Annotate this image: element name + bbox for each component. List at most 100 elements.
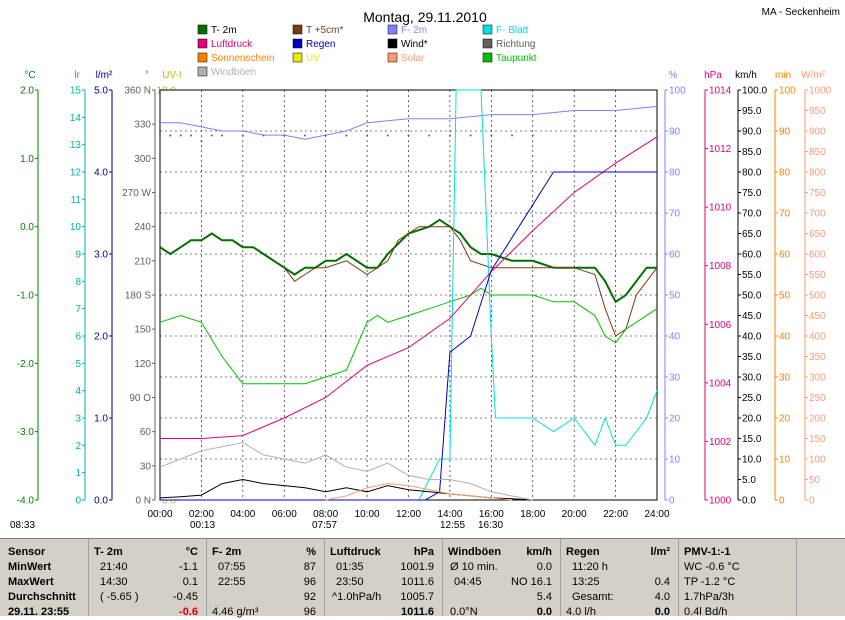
- series-richtung-point: [490, 134, 493, 137]
- stats-luftdruck-max: 23:50 1011.6: [324, 575, 442, 590]
- right-axis-tick-label: 40: [669, 332, 681, 343]
- series-t-5cm--line: [283, 226, 658, 337]
- right-axis-tick-label: 80: [669, 168, 681, 179]
- right-axis-tick-label: 800: [809, 168, 826, 179]
- left-axis-tick-label: 60: [140, 427, 152, 438]
- stats-t2m-max: 14:30 0.1: [88, 575, 206, 590]
- series-richtung-point: [283, 134, 286, 137]
- stats-label-min: MinWert: [8, 561, 52, 573]
- right-axes: %1009080706050403020100hPa10141012101010…: [664, 70, 832, 507]
- stats-sensor-header: Sensor: [8, 546, 46, 558]
- stats-pmv-trend: 1.7hPa/3h: [684, 591, 735, 603]
- right-axis-tick-label: 5.0: [742, 475, 756, 486]
- left-axis-tick-label: 0.0: [20, 222, 34, 233]
- chart-title: Montag, 29.11.2010: [363, 9, 487, 25]
- right-axis-tick-label: 1000: [709, 496, 732, 507]
- left-axis-tick-label: 1.0: [20, 154, 34, 165]
- time-marker-label: 12:55: [440, 520, 465, 531]
- left-axis-tick-label: 240: [134, 222, 151, 233]
- x-tick-label: 10:00: [355, 509, 380, 520]
- left-axis-tick-label: 7: [75, 304, 81, 315]
- left-axis-tick-label: 120: [134, 359, 151, 370]
- time-marker-label: 16:30: [478, 520, 503, 531]
- stats-f2m-current: 4.46 g/m³ 96: [206, 605, 324, 620]
- right-axis-tick-label: 50: [779, 291, 791, 302]
- right-axis-tick-label: 750: [809, 188, 826, 199]
- left-axis-tick-label: 0.0: [162, 496, 176, 507]
- left-axis-tick-label: 1: [75, 468, 81, 479]
- stats-f2m-header-row: F- 2m%: [206, 545, 324, 560]
- left-axis-tick-label: 2: [75, 441, 81, 452]
- left-axis-tick-label: 8: [75, 277, 81, 288]
- right-axis-tick-label: 1010: [709, 203, 732, 214]
- stats-windboeen-avg: 5.4: [442, 590, 560, 605]
- stats-f2m-avg: 92: [206, 590, 324, 605]
- right-axis-tick-label: 350: [809, 352, 826, 363]
- right-axis-tick-label: 250: [809, 393, 826, 404]
- stats-windboeen-max-time: 04:45: [454, 576, 482, 588]
- right-axis-tick-label: 550: [809, 270, 826, 281]
- stats-t2m-header-row: T- 2m °C: [88, 545, 206, 560]
- left-axis-tick-label: 3: [75, 414, 81, 425]
- right-axis-tick-label: 70: [669, 209, 681, 220]
- right-axis-tick-label: 0: [669, 496, 675, 507]
- x-tick-label: 18:00: [520, 509, 545, 520]
- stats-windboeen-max-value: NO 16.1: [511, 576, 552, 588]
- left-axis-tick-label: -1.0: [17, 291, 35, 302]
- legend-swatch: [292, 52, 303, 63]
- legend-swatch: [292, 24, 303, 35]
- right-axis-tick-label: 60.0: [742, 250, 762, 261]
- series-richtung-point: [200, 140, 203, 143]
- stats-windboeen-max: 04:45 NO 16.1: [442, 575, 560, 590]
- stats-regen-duration-value: 11:20 h: [572, 561, 608, 573]
- stats-regen-total-value: 4.0: [654, 591, 670, 603]
- left-axis-tick-label: 0 N: [135, 496, 151, 507]
- x-tick-label: 20:00: [562, 509, 587, 520]
- legend-swatch: [482, 52, 493, 63]
- stats-f2m-avg-value: 92: [303, 591, 316, 603]
- stats-label-max: MaxWert: [8, 576, 54, 588]
- series-richtung-point: [386, 134, 389, 137]
- stats-windboeen-min: Ø 10 min. 0.0: [442, 560, 560, 575]
- right-axis-tick-label: 35.0: [742, 352, 762, 363]
- legend-label: Luftdruck: [211, 39, 253, 50]
- stats-luftdruck-current-value: 1011.6: [400, 606, 434, 618]
- stats-luftdruck-avg: ^1.0hPa/h 1005.7: [324, 590, 442, 605]
- legend-swatch: [197, 52, 208, 63]
- right-axis-tick-label: 70.0: [742, 209, 762, 220]
- series-richtung-point: [428, 134, 431, 137]
- time-marker-label: 00:13: [190, 520, 215, 531]
- right-axis-tick-label: 700: [809, 209, 826, 220]
- right-axis-tick-label: 90: [779, 127, 791, 138]
- stats-regen-duration: 11:20 h: [560, 560, 678, 575]
- stats-luftdruck-column: Luftdruck hPa 01:35 1001.9 23:50 1011.6 ^1.…: [324, 539, 443, 618]
- legend: T- 2m T +5cm* F- 2m F- Blatt Luftdruck Regen W…: [197, 24, 537, 78]
- left-axis-tick-label: 210: [134, 256, 151, 267]
- x-tick-label: 12:00: [396, 509, 421, 520]
- left-axis-tick-label: 90 O: [129, 393, 151, 404]
- right-axis-tick-label: 55.0: [742, 270, 762, 281]
- legend-label: F- 2m: [401, 25, 427, 36]
- right-axis-tick-label: 400: [809, 332, 826, 343]
- left-axis-unit: °: [145, 70, 149, 81]
- right-axis-tick-label: 100: [779, 86, 796, 97]
- time-markers: 08:33 00:13 07:57 12:55 16:30: [10, 520, 503, 531]
- left-axis-tick-label: 2.0: [94, 332, 108, 343]
- left-axis-tick-label: 0.0: [94, 496, 108, 507]
- stats-t2m-avg-note: ( -5.65 ): [100, 591, 139, 603]
- series-richtung-point: [190, 134, 193, 137]
- series-richtung-point: [169, 134, 172, 137]
- legend-swatch: [387, 38, 398, 49]
- legend-swatch: [482, 24, 493, 35]
- legend-swatch: [482, 38, 493, 49]
- left-axis-tick-label: -4.0: [17, 496, 35, 507]
- legend-label: UV: [306, 53, 320, 64]
- right-axis-tick-label: 100: [809, 455, 826, 466]
- right-axis-tick-label: 600: [809, 250, 826, 261]
- stats-luftdruck-max-time: 23:50: [336, 576, 364, 588]
- series-layer: [159, 89, 658, 501]
- right-axis-tick-label: 0: [809, 496, 815, 507]
- series-luftdruck-line: [160, 136, 658, 439]
- legend-label: Solar: [401, 53, 425, 64]
- right-axis-tick-label: 60: [779, 250, 791, 261]
